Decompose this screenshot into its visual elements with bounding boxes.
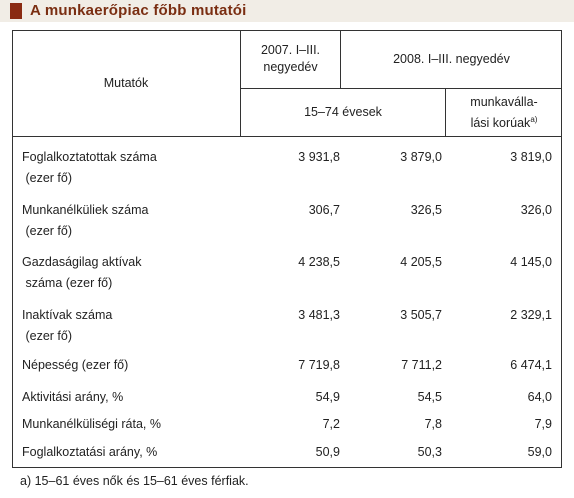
cell-value: 326,5 [410,203,442,217]
row-label: Foglalkoztatottak száma [22,150,157,164]
cell-value: 7 719,8 [298,358,340,372]
row-label: (ezer fő) [22,171,73,185]
cell-value: 2 329,1 [510,308,552,322]
cell-value: 54,5 [417,390,442,404]
cell-value: 7,2 [322,417,340,431]
cell-value: 4 205,5 [400,255,442,269]
row-label: Gazdaságilag aktívak [22,255,142,269]
cell-value: 3 819,0 [510,150,552,164]
cell-value: 54,9 [315,390,340,404]
cell-value: 4 238,5 [298,255,340,269]
rule [445,88,446,136]
header-text: lási korúak [470,116,531,131]
cell-value: 3 505,7 [400,308,442,322]
header-cell: Mutatók [103,75,149,90]
title: A munkaerőpiac főbb mutatói [30,2,247,19]
row-label: száma (ezer fő) [22,276,113,290]
cell-value: 64,0 [527,390,552,404]
cell-value: 306,7 [308,203,340,217]
header-cell: munkavállа-lási korúaka) [446,89,562,136]
cell-value: 326,0 [520,203,552,217]
row-label: Inaktívak száma [22,308,113,322]
cell-value: 3 481,3 [298,308,340,322]
header-cell: 15–74 évesek [304,105,382,119]
rule [12,136,562,137]
row-label: Foglalkoztatási arány, % [22,445,158,459]
cell-value: 59,0 [527,445,552,459]
footnote-mark: a) [530,115,538,124]
cell-value: 7,9 [534,417,552,431]
cell-value: 50,3 [417,445,442,459]
rule [240,30,241,136]
cell-value: 3 931,8 [298,150,340,164]
title-marker [10,3,22,19]
row-label: Munkanélküliségi ráta, % [22,417,161,431]
header-text: munkavállа- [470,95,538,109]
cell-value: 50,9 [315,445,340,459]
header-cell: 2008. I–III. negyedév [393,51,510,66]
cell-value: 7 711,2 [401,358,442,372]
row-label: (ezer fő) [22,329,73,343]
cell-value: 6 474,1 [510,358,552,372]
footnote: a) 15–61 éves nők és 15–61 éves férfiak. [20,474,249,488]
rule [340,30,341,88]
cell-value: 4 145,0 [510,255,552,269]
row-label: Aktivitási arány, % [22,390,124,404]
row-label: (ezer fő) [22,224,73,238]
cell-value: 3 879,0 [400,150,442,164]
table-border [12,30,562,468]
row-label: Népesség (ezer fő) [22,358,129,372]
cell-value: 7,8 [424,417,442,431]
title-bar [0,0,574,22]
header-cell: 2007. I–III. negyedév [260,43,321,74]
row-label: Munkanélküliek száma [22,203,149,217]
rule [240,88,562,89]
